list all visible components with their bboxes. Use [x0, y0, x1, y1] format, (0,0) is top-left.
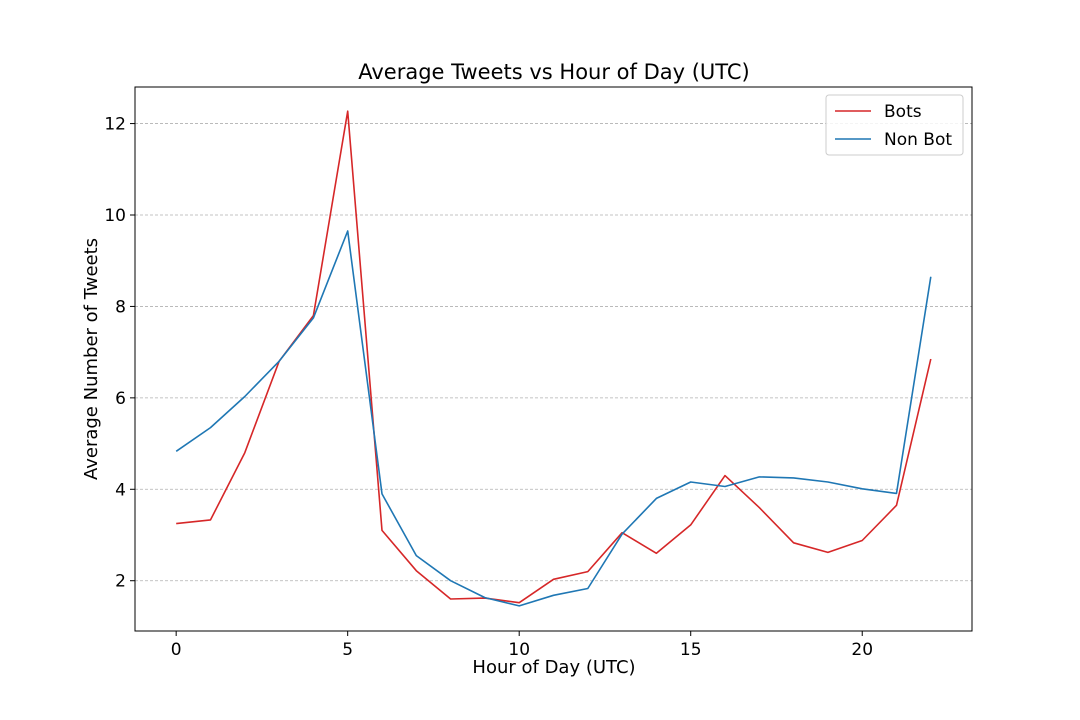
y-tick-label: 12	[104, 115, 126, 135]
x-axis-ticks: 0 5 10 15 20	[171, 631, 873, 660]
chart-title: Average Tweets vs Hour of Day (UTC)	[358, 60, 750, 84]
series-lines	[175, 110, 932, 607]
y-axis-ticks: 2 4 6 8 10 12	[104, 115, 135, 592]
legend-box	[825, 94, 964, 156]
x-tick-label: 20	[851, 640, 873, 660]
x-axis-label: Hour of Day (UTC)	[472, 657, 635, 678]
grid-lines	[135, 123, 972, 582]
y-axis-label: Average Number of Tweets	[81, 238, 102, 480]
x-tick-label: 5	[342, 640, 353, 660]
x-tick-label: 15	[680, 640, 702, 660]
legend: Bots Non Bot	[825, 94, 964, 156]
y-tick-label: 2	[115, 572, 126, 592]
y-tick-label: 10	[104, 206, 126, 226]
y-tick-label: 4	[115, 480, 126, 500]
series-line-bots	[176, 110, 932, 604]
x-tick-label: 0	[171, 640, 182, 660]
y-tick-label: 8	[115, 297, 126, 317]
x-tick-label: 10	[508, 640, 530, 660]
legend-label-bots: Bots	[884, 102, 922, 122]
series-line-non-bot	[175, 230, 932, 607]
plot-frame	[134, 86, 973, 632]
y-tick-label: 6	[115, 389, 126, 409]
legend-label-non-bot: Non Bot	[884, 130, 952, 150]
